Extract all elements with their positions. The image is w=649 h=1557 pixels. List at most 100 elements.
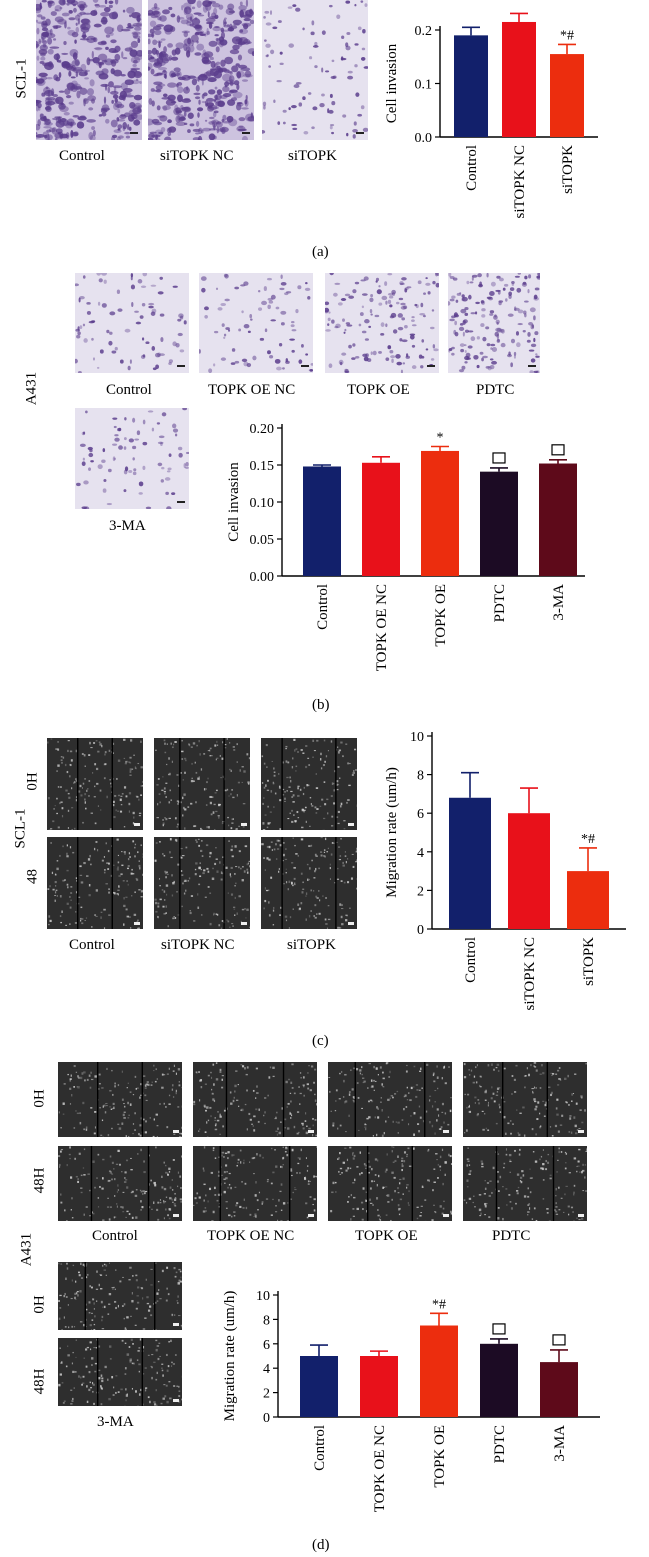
bar-b-2: [421, 450, 459, 576]
y-axis-label-d: Migration rate (um/h): [222, 1291, 238, 1422]
bar-b-3: [480, 471, 518, 576]
scratch-d-pdtc-48h: [463, 1146, 587, 1221]
bar-d-1: [360, 1356, 398, 1417]
chart-d: 0 2 4 6 8 10 Migration rate (um/h) Control TOPK …: [222, 1289, 600, 1512]
scratch-d-topk-oe-nc-0h: [193, 1062, 317, 1137]
category-label-c: siTOPK: [581, 937, 597, 986]
category-label-c: Control: [463, 937, 479, 983]
significance-mark-b: *: [437, 431, 444, 446]
image-label-b-topk-oe: TOPK OE: [347, 382, 410, 398]
micrograph-b-pdtc: [448, 273, 540, 373]
scratch-d-control-0h: [58, 1062, 182, 1137]
category-label-b: TOPK OE NC: [374, 584, 390, 671]
category-label-b: 3-MA: [551, 584, 567, 621]
significance-mark-a: *#: [560, 28, 574, 43]
y-tick-label-c: 4: [417, 846, 424, 861]
time-label-d-48h-top: 48H: [31, 1167, 48, 1194]
bar-b-1: [362, 462, 400, 576]
image-label-b-3ma: 3-MA: [109, 518, 146, 534]
y-axis-label-b: Cell invasion: [226, 462, 242, 542]
caption-a: (a): [312, 244, 329, 260]
bar-d-2: [420, 1325, 458, 1417]
scratch-c-sitopk-48: [261, 837, 357, 929]
cell-label-c: SCL-1: [12, 808, 29, 849]
image-label-a-sitopk-nc: siTOPK NC: [160, 148, 234, 164]
row-label-a: SCL-1: [13, 58, 30, 99]
y-tick-label-b: 0.05: [250, 533, 275, 548]
micrograph-b-3ma: [75, 408, 189, 509]
row-label-b: A431: [23, 371, 40, 406]
significance-mark-d: *#: [432, 1297, 446, 1312]
image-label-d-topk-oe: TOPK OE: [355, 1228, 418, 1244]
scratch-d-3ma-0h: [58, 1262, 182, 1330]
category-label-a: siTOPK: [560, 145, 576, 194]
bar-a-2: [550, 54, 584, 138]
micrograph-b-topk-oe: [325, 273, 439, 373]
significance-mark-b: [492, 452, 506, 464]
category-label-b: Control: [315, 584, 331, 630]
category-label-d: Control: [312, 1425, 328, 1471]
y-tick-label-d: 8: [263, 1313, 270, 1328]
time-label-d-48h-bottom: 48H: [31, 1368, 48, 1395]
scratch-d-topk-oe-nc-48h: [193, 1146, 317, 1221]
scratch-d-control-48h: [58, 1146, 182, 1221]
y-tick-label-c: 2: [417, 884, 424, 899]
micrograph-a-sitopk: [262, 0, 368, 140]
scratch-c-control-48: [47, 837, 143, 929]
image-label-d-topk-oe-nc: TOPK OE NC: [207, 1228, 295, 1244]
significance-mark-d: [552, 1334, 566, 1346]
bar-c-0: [449, 797, 491, 929]
caption-b: (b): [312, 697, 330, 713]
category-label-d: TOPK OE NC: [372, 1425, 388, 1512]
time-label-c-0h: 0H: [24, 772, 41, 791]
y-tick-label-c: 0: [417, 923, 424, 938]
image-label-b-topk-oe-nc: TOPK OE NC: [208, 382, 296, 398]
y-tick-label-d: 2: [263, 1387, 270, 1402]
caption-c: (c): [312, 1033, 329, 1049]
y-tick-label-d: 0: [263, 1411, 270, 1426]
y-tick-label-c: 8: [417, 769, 424, 784]
time-label-d-0h-bottom: 0H: [31, 1295, 48, 1314]
time-label-c-48: 48: [24, 869, 41, 884]
y-axis-label-c: Migration rate (um/h): [384, 767, 400, 898]
y-tick-label-a: 0.1: [415, 78, 433, 93]
chart-c: 0 2 4 6 8 10 Migration rate (um/h) Control siTOP…: [384, 730, 626, 1011]
bar-b-0: [303, 466, 341, 576]
bar-b-4: [539, 463, 577, 576]
significance-mark-c: *#: [581, 832, 595, 847]
caption-d: (d): [312, 1537, 330, 1553]
category-label-d: 3-MA: [552, 1425, 568, 1462]
micrograph-b-control: [75, 273, 189, 373]
y-tick-label-d: 6: [263, 1338, 270, 1353]
significance-mark-d: [492, 1323, 506, 1335]
scratch-c-sitopk-nc-48: [154, 837, 250, 929]
micrograph-a-sitopk-nc: [148, 0, 254, 140]
y-tick-label-c: 6: [417, 807, 424, 822]
y-tick-label-b: 0.10: [250, 496, 275, 511]
scratch-d-topk-oe-0h: [328, 1062, 452, 1137]
category-label-d: PDTC: [492, 1425, 508, 1463]
y-tick-label-a: 0.0: [415, 131, 433, 146]
image-label-d-pdtc: PDTC: [492, 1228, 531, 1244]
scratch-d-3ma-48h: [58, 1338, 182, 1406]
scratch-c-control-0h: [47, 738, 143, 830]
image-label-c-sitopk: siTOPK: [287, 937, 336, 953]
chart-a: 0.0 0.1 0.2 Cell invasion Control siTOPK NC *#…: [384, 12, 598, 219]
bar-a-1: [502, 21, 536, 138]
image-label-a-control: Control: [59, 148, 105, 164]
y-tick-label-a: 0.2: [415, 24, 433, 39]
category-label-b: PDTC: [492, 584, 508, 622]
image-label-b-pdtc: PDTC: [476, 382, 515, 398]
bar-d-3: [480, 1343, 518, 1417]
micrograph-b-topk-oe-nc: [199, 273, 313, 373]
image-label-d-3ma: 3-MA: [97, 1414, 134, 1430]
bar-d-0: [300, 1356, 338, 1417]
y-tick-label-d: 4: [263, 1362, 270, 1377]
image-label-d-control: Control: [92, 1228, 138, 1244]
bar-a-0: [454, 35, 488, 137]
category-label-c: siTOPK NC: [522, 937, 538, 1011]
y-axis-label-a: Cell invasion: [384, 43, 400, 123]
y-tick-label-b: 0.00: [250, 570, 275, 585]
micrograph-a-control: [36, 0, 142, 140]
bar-c-1: [508, 813, 550, 929]
